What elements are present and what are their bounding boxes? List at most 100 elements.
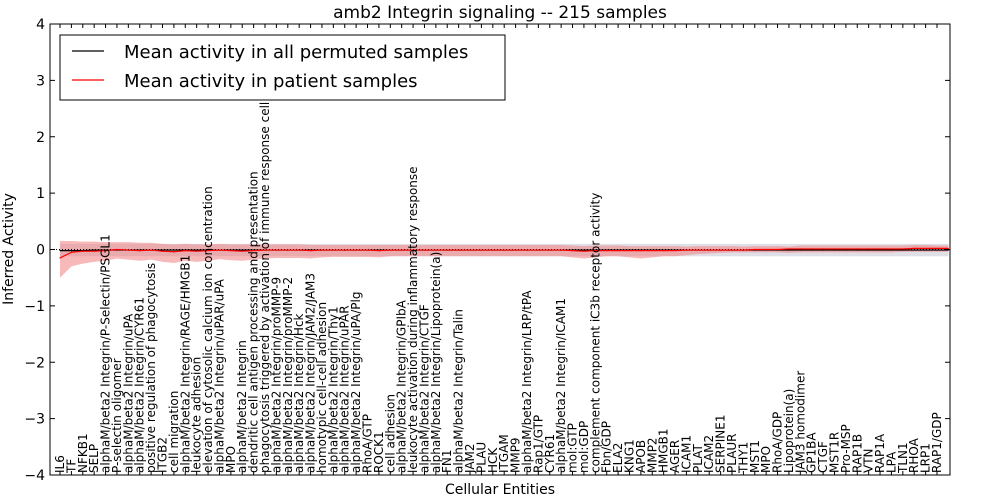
x-tick-label: mol:GDP [577,421,591,473]
x-tick-label: JAM2 [463,443,477,474]
x-tick-label: PLAU [474,442,488,473]
x-tick-label: phagocytosis triggered by activation of … [258,54,272,473]
x-tick-label: MST1R [827,432,841,473]
data-point-permuted [811,249,813,251]
data-point-patient [93,250,95,252]
x-tick-label: LPA [884,451,898,473]
data-point-patient [822,248,824,250]
data-point-permuted [925,249,927,251]
data-point-patient [925,247,927,249]
data-point-patient [389,249,391,251]
x-tick-label: MMP2 [645,437,659,473]
data-point-patient [549,249,551,251]
x-tick-label: alphaM/beta2 Integrin/Talin [452,309,466,473]
data-point-patient [583,250,585,252]
x-tick-label: CTGF [816,441,830,473]
data-point-patient [104,250,107,252]
legend-label-permuted: Mean activity in all permuted samples [124,42,468,63]
data-point-patient [754,248,756,251]
data-point-patient [423,249,426,251]
data-point-patient [275,249,278,251]
data-point-patient [902,248,904,250]
x-tick-label: PLAUR [725,433,739,473]
data-point-patient [503,249,505,251]
legend-box [59,34,506,101]
x-tick-label: alphaM/beta2 Integrin/CYR61 [133,297,147,473]
x-tick-label: TLN1 [896,442,910,474]
data-point-permuted [890,249,893,251]
y-tick-label: 0 [36,243,45,259]
data-point-permuted [173,249,175,251]
data-point-patient [719,249,722,251]
data-point-patient [799,248,801,250]
legend: Mean activity in all permuted samples Me… [59,34,506,101]
data-point-patient [264,249,266,251]
x-tick-label: elevation of cytosolic calcium ion conce… [201,186,215,473]
data-point-permuted [788,249,790,251]
data-point-permuted [902,249,904,251]
data-point-patient [366,249,369,251]
data-point-permuted [913,249,915,251]
data-point-permuted [833,249,836,251]
data-point-patient [355,249,357,251]
y-tick-label: −1 [24,299,45,315]
x-tick-label: ROCK1 [372,431,386,473]
data-point-permuted [879,249,881,251]
data-point-patient [833,248,836,250]
data-point-patient [59,257,61,259]
y-tick-label: 3 [36,73,45,89]
data-point-patient [253,250,255,252]
data-point-patient [309,250,312,252]
data-point-patient [230,250,232,252]
data-point-patient [640,250,642,252]
data-point-permuted [196,249,198,251]
x-tick-label: cell migration [167,391,181,473]
data-point-permuted [241,249,243,251]
data-point-patient [708,249,710,251]
data-point-permuted [59,250,61,252]
data-point-patient [514,249,517,251]
x-tick-label: leukocyte activation during inflammatory… [406,166,420,473]
data-point-patient [207,250,209,252]
x-tick-label: alphaM/beta2 Integrin/uPAR/uPA [212,278,226,473]
data-point-patient [868,248,870,250]
data-point-patient [344,249,346,251]
data-point-patient [537,249,539,251]
x-tick-label: RAP1/GDP [930,412,944,473]
x-tick-label: ELA2 [611,443,625,473]
data-point-patient [480,249,483,251]
x-tick-label: alphaM/beta2 Integrin/Lipoprotein(a) [429,252,443,473]
data-point-patient [492,249,494,251]
data-point-permuted [583,249,585,251]
x-tick-label: mol:GTP [566,423,580,473]
data-point-patient [150,249,152,251]
data-point-patient [742,249,744,251]
x-tick-label: P-selectin oligomer [110,358,124,473]
data-point-patient [845,248,847,250]
data-point-patient [116,248,118,251]
data-point-patient [298,249,300,251]
x-tick-label: KNG1 [622,439,636,473]
y-tick-label: −4 [24,468,45,484]
x-tick-label: leukocyte adhesion [190,357,204,473]
x-tick-label: Pro-MSP [839,424,853,473]
data-point-patient [82,250,84,252]
x-tick-label: alphaM/beta2 Integrin [235,340,249,473]
data-point-patient [184,250,186,252]
x-tick-label: TF [64,459,78,474]
x-tick-label: dendritic cell antigen processing and pr… [247,171,261,473]
data-point-permuted [856,249,858,251]
data-point-patient [879,248,881,250]
data-point-patient [936,247,938,249]
data-point-patient [685,249,688,251]
x-tick-label: CYR61 [543,434,557,473]
x-tick-label: RhoA/GTP [361,414,375,473]
x-tick-label: alphaM/beta2 Integrin/Thy1 [326,306,340,473]
x-tick-label: alphaM/beta2 Integrin/CTGF [417,304,431,473]
data-point-patient [435,249,437,251]
x-tick-label: alphaM/beta2 Integrin/Hck [292,313,306,473]
x-tick-label: SELP [87,444,101,473]
data-point-patient [651,250,653,252]
data-point-patient [663,250,665,252]
x-tick-label: VTN [862,448,876,473]
